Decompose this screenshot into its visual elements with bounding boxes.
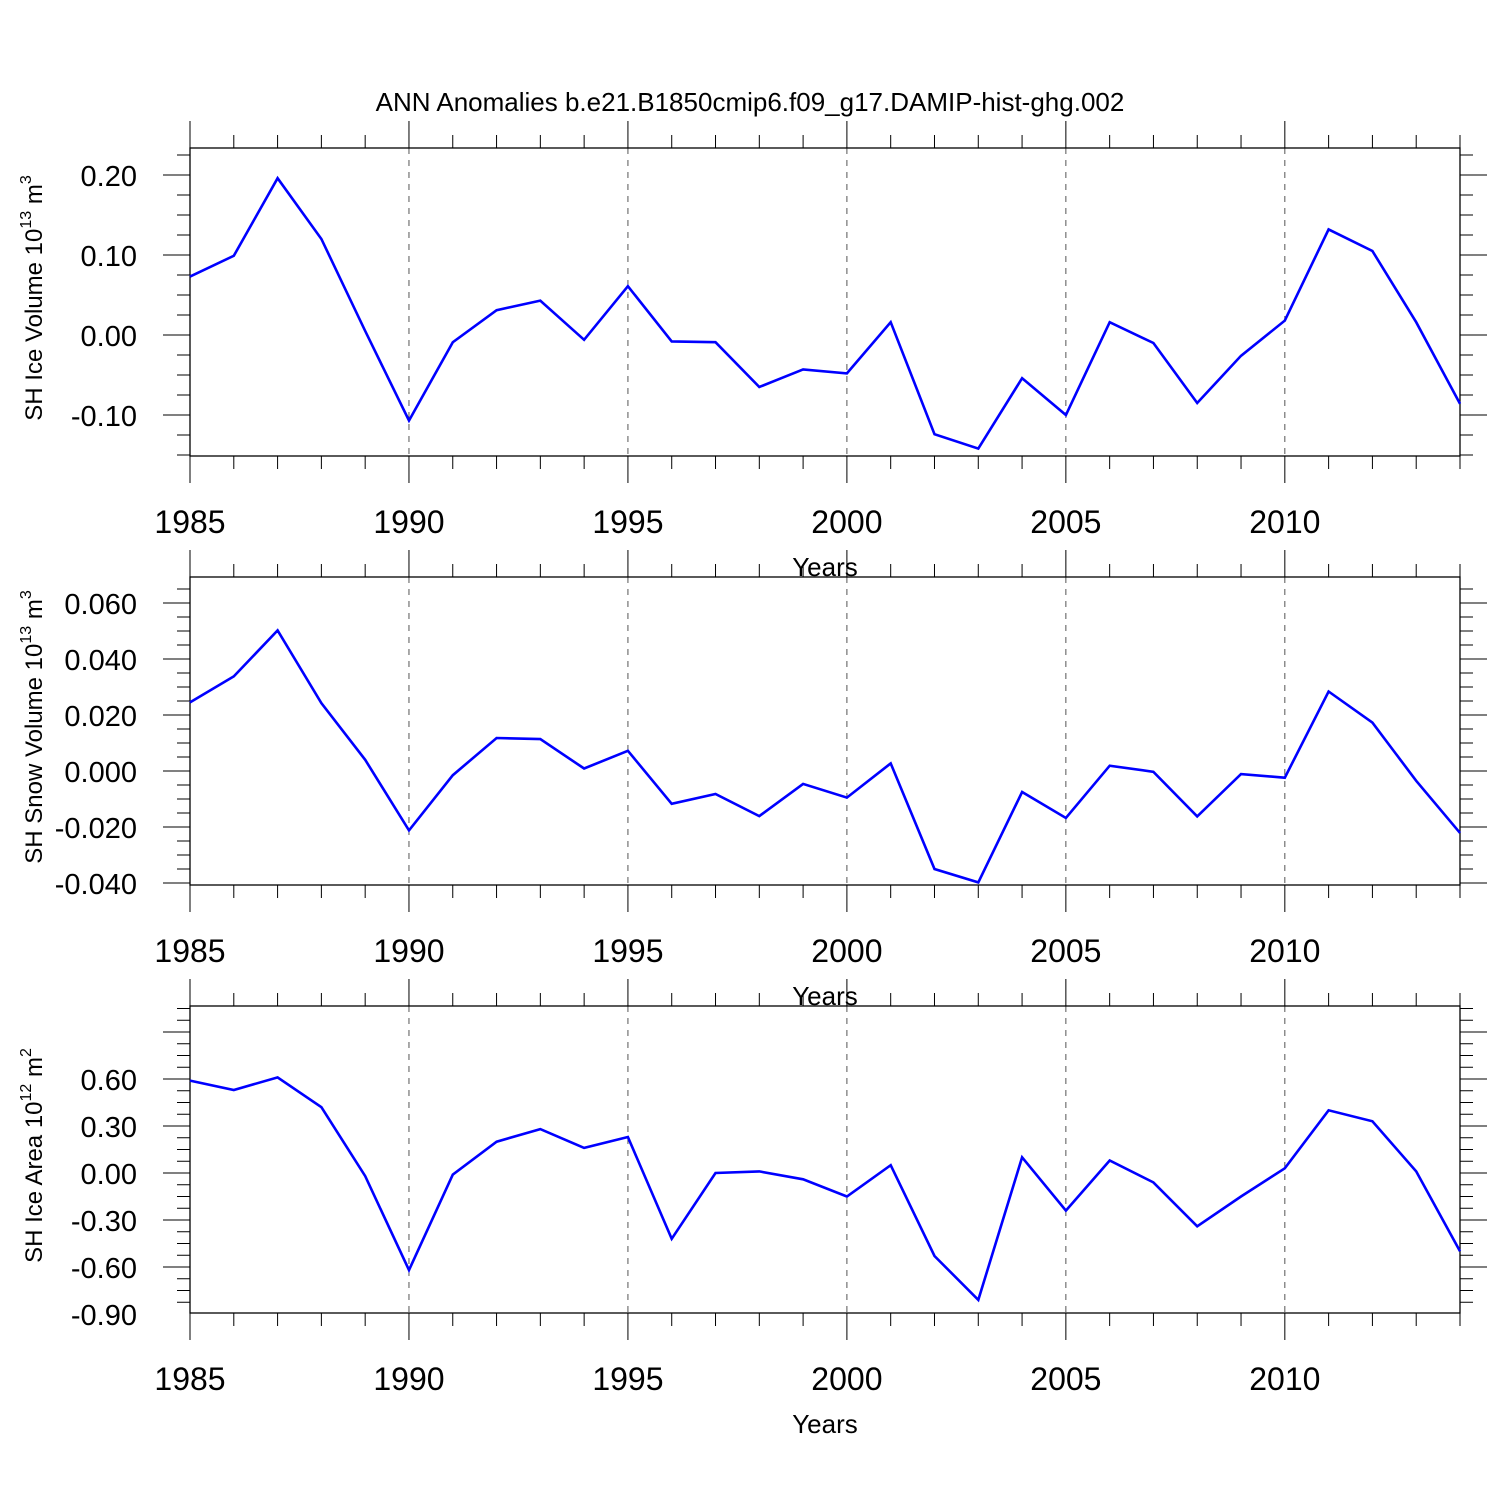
y-tick-label: 0.20: [81, 161, 137, 193]
y-axis-label-main: SH Ice Area 10: [21, 1101, 48, 1262]
y-axis-label-main: SH Snow Volume 10: [21, 644, 48, 864]
x-tick-label: 2010: [1249, 504, 1320, 540]
x-tick-label: 1990: [373, 933, 444, 969]
series-line: [189, 175, 1462, 451]
y-tick-label: -0.040: [55, 869, 137, 901]
x-tick-label: 2005: [1030, 933, 1101, 969]
x-tick-label: 1990: [373, 1361, 444, 1397]
y-axis-label-unit-exponent: 2: [18, 1048, 35, 1057]
x-tick-label: 2005: [1030, 1361, 1101, 1397]
y-axis-label-exponent: 13: [18, 626, 35, 644]
y-axis-label: SH Ice Volume 1013 m3: [18, 175, 48, 421]
x-tick-label: 2000: [811, 504, 882, 540]
y-tick-label: -0.10: [71, 401, 137, 433]
y-tick-label: 0.30: [81, 1112, 137, 1144]
y-tick-label: -0.020: [55, 813, 137, 845]
series-line: [189, 628, 1461, 884]
x-tick-label: 2000: [811, 933, 882, 969]
y-axis-label-main: SH Ice Volume 10: [21, 229, 48, 421]
y-tick-label: 0.020: [64, 701, 137, 733]
y-axis-label-unit-exponent: 3: [18, 590, 35, 599]
plot-frame: [189, 576, 1461, 886]
x-tick-label: 1985: [154, 1361, 225, 1397]
x-axis-label: Years: [792, 1409, 858, 1439]
y-axis-label: SH Snow Volume 1013 m3: [18, 590, 48, 864]
plot-frame: [189, 147, 1461, 457]
y-tick-label: -0.30: [71, 1206, 137, 1238]
y-tick-label: 0.060: [64, 589, 137, 621]
x-tick-label: 1985: [154, 504, 225, 540]
y-tick-label: 0.00: [81, 321, 137, 353]
y-axis-label: SH Ice Area 1012 m2: [18, 1048, 48, 1263]
panel-1: 1985 1990 1995 2000 2005 2010 0.20 0.10 0.00 -0.1…: [18, 121, 1487, 582]
x-tick-label: 1990: [373, 504, 444, 540]
x-tick-label: 2000: [811, 1361, 882, 1397]
x-tick-label: 1995: [592, 933, 663, 969]
series-line: [189, 1075, 1462, 1303]
y-axis-label-exponent: 13: [18, 211, 35, 229]
panel-2: 1985 1990 1995 2000 2005 2010 0.060 0.040 0.020 0…: [18, 550, 1487, 1011]
y-axis-label-unit: m: [21, 184, 48, 211]
y-tick-label: 0.00: [81, 1159, 137, 1191]
x-tick-label: 1995: [592, 504, 663, 540]
x-tick-label: 2005: [1030, 504, 1101, 540]
y-tick-label: -0.60: [71, 1253, 137, 1285]
plot-frame: [189, 1005, 1461, 1314]
y-axis-label-unit-exponent: 3: [18, 175, 35, 184]
y-tick-label: -0.90: [71, 1300, 137, 1332]
y-tick-label: 0.10: [81, 241, 137, 273]
y-axis-label-unit: m: [21, 599, 48, 626]
x-tick-label: 2010: [1249, 1361, 1320, 1397]
x-tick-label: 1995: [592, 1361, 663, 1397]
y-tick-label: 0.040: [64, 645, 137, 677]
y-axis-label-exponent: 12: [18, 1084, 35, 1102]
y-axis-label-unit: m: [21, 1057, 48, 1084]
x-tick-label: 1985: [154, 933, 225, 969]
x-tick-label: 2010: [1249, 933, 1320, 969]
panel-3: 1985 1990 1995 2000 2005 2010 0.60 0.30 0.00 -0.3…: [18, 979, 1487, 1439]
figure-title: ANN Anomalies b.e21.B1850cmip6.f09_g17.D…: [376, 87, 1125, 117]
y-tick-label: 0.000: [64, 757, 137, 789]
y-tick-label: 0.60: [81, 1065, 137, 1097]
